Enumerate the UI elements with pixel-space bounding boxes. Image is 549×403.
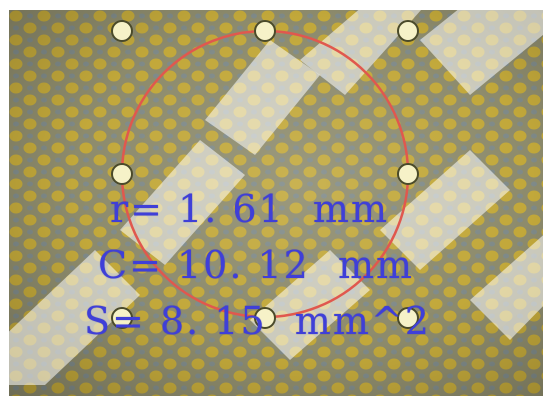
radius-readout: r= 1. 61 mm	[110, 187, 389, 231]
resize-handle-top[interactable]	[254, 20, 276, 42]
circumference-readout: C= 10. 12 mm	[98, 243, 415, 287]
resize-handle-right[interactable]	[397, 163, 419, 185]
resize-handle-top-right[interactable]	[397, 20, 419, 42]
resize-handle-top-left[interactable]	[111, 20, 133, 42]
resize-handle-bottom-right[interactable]	[397, 307, 419, 329]
area-readout: S= 8. 15 mm^2	[84, 299, 431, 343]
resize-handle-left[interactable]	[111, 163, 133, 185]
resize-handle-bottom-left[interactable]	[111, 307, 133, 329]
resize-handle-bottom[interactable]	[254, 307, 276, 329]
